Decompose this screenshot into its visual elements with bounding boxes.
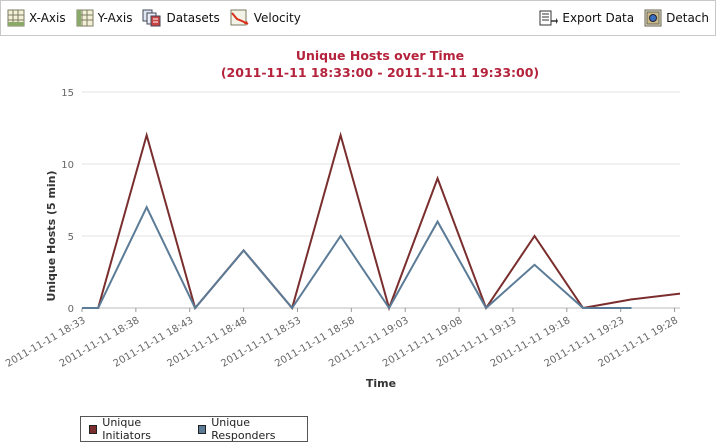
chart-series — [82, 131, 681, 312]
series-line-1 — [82, 204, 632, 310]
legend-label-initiators: Unique Initiators — [102, 416, 151, 442]
chart-title: Unique Hosts over Time — [296, 48, 464, 63]
export-data-button[interactable]: Export Data — [538, 9, 634, 27]
toolbar-left-group: X-Axis Y-Axis Datasets — [7, 9, 301, 27]
export-data-icon — [539, 10, 559, 26]
series-line-0 — [82, 131, 681, 312]
y-axis-ticks: 0 5 10 15 — [61, 88, 74, 315]
x-axis-grid-icon — [7, 9, 25, 27]
chart-toolbar: X-Axis Y-Axis Datasets — [0, 0, 716, 36]
legend-item-initiators[interactable]: Unique Initiators — [89, 416, 184, 442]
toolbar-right-group: Export Data Detach — [538, 9, 709, 27]
export-data-label: Export Data — [562, 11, 635, 25]
x-axis-title: Time — [366, 377, 396, 390]
y-axis-title: Unique Hosts (5 min) — [45, 170, 58, 301]
y-tick-label: 15 — [61, 88, 74, 99]
chart-legend: Unique Initiators Unique Responders — [80, 416, 308, 442]
y-axis-grid-icon — [76, 9, 94, 27]
velocity-button[interactable]: Velocity — [230, 9, 301, 27]
y-tick-label: 10 — [61, 160, 74, 171]
y-axis-label: Y-Axis — [97, 11, 133, 25]
chart-subtitle: (2011-11-11 18:33:00 - 2011-11-11 19:33:… — [221, 65, 539, 80]
x-axis-label: X-Axis — [29, 11, 66, 25]
legend-item-responders[interactable]: Unique Responders — [197, 416, 307, 442]
datasets-button[interactable]: Datasets — [142, 9, 220, 27]
velocity-label: Velocity — [253, 11, 301, 25]
legend-label-responders: Unique Responders — [211, 416, 276, 442]
y-axis-button[interactable]: Y-Axis — [76, 9, 133, 27]
x-axis-button[interactable]: X-Axis — [7, 9, 66, 27]
velocity-icon — [230, 9, 249, 26]
y-tick-label: 5 — [68, 232, 74, 243]
datasets-icon — [142, 9, 161, 27]
y-tick-label: 0 — [68, 304, 74, 315]
unique-hosts-chart: Unique Hosts over Time (2011-11-11 18:33… — [4, 48, 681, 390]
detach-button[interactable]: Detach — [644, 9, 709, 27]
chart-grid — [82, 91, 680, 309]
detach-icon — [644, 9, 662, 27]
detach-label: Detach — [666, 11, 709, 25]
legend-swatch-responders — [197, 424, 207, 434]
datasets-label: Datasets — [166, 11, 220, 25]
legend-swatch-initiators — [89, 424, 98, 434]
